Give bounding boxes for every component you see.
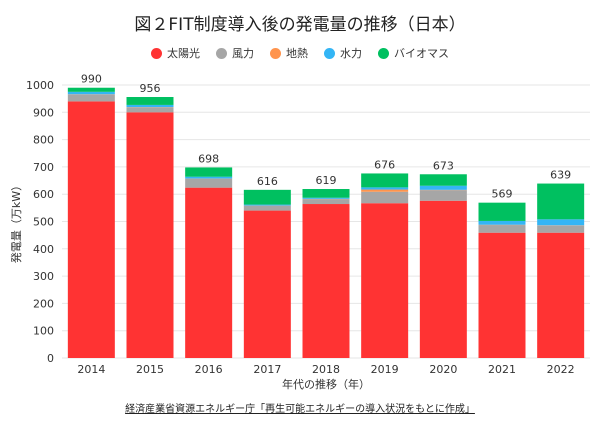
legend-item: 風力: [216, 45, 254, 61]
chart-title: 図２FIT制度導入後の発電量の推移（日本）: [134, 15, 466, 35]
bar-segment: [361, 173, 409, 188]
legend: 太陽光 風力 地熱 水力 バイオマス: [0, 45, 600, 61]
source-note: 経済産業省資源エネルギー庁「再生可能エネルギーの導入状況をもとに作成」: [125, 404, 475, 415]
data-label: 619: [316, 174, 337, 187]
y-tick-label: 300: [33, 270, 54, 283]
data-label: 956: [140, 82, 161, 95]
bar-segment: [419, 174, 467, 186]
bar-segment: [243, 204, 291, 206]
x-tick-label: 2016: [195, 363, 223, 376]
bar-stack: [537, 183, 585, 358]
bar-segment: [537, 183, 585, 220]
data-label: 673: [433, 159, 454, 172]
x-tick-label: 2019: [371, 363, 399, 376]
bar-segment: [537, 232, 585, 358]
y-tick-label: 1000: [26, 79, 54, 92]
data-label: 990: [81, 73, 102, 86]
y-tick-label: 200: [33, 297, 54, 310]
bar-segment: [67, 94, 115, 102]
bar-segment: [302, 189, 350, 198]
x-tick-label: 2018: [312, 363, 340, 376]
legend-label: 地熱: [286, 47, 308, 60]
y-tick-label: 600: [33, 188, 54, 201]
x-tick-label: 2021: [488, 363, 516, 376]
bar-segment: [67, 91, 115, 95]
bar-segment: [302, 197, 350, 199]
bar-segment: [419, 190, 467, 201]
bar-segment: [126, 107, 174, 113]
legend-label: 風力: [232, 47, 254, 60]
legend-marker: [324, 47, 335, 59]
data-label: 569: [492, 188, 513, 201]
bar-segment: [302, 204, 350, 358]
legend-marker: [270, 47, 281, 59]
x-tick-label: 2022: [547, 363, 575, 376]
bar-segment: [185, 187, 233, 358]
bar-segment: [67, 87, 115, 92]
legend-label: バイオマス: [394, 47, 449, 60]
y-tick-label: 900: [33, 106, 54, 119]
bar-stack: [243, 189, 291, 358]
x-axis-title: 年代の推移（年）: [282, 377, 370, 391]
bar-stack: [126, 97, 174, 358]
bar-segment: [537, 225, 585, 233]
bar-segment: [361, 187, 409, 190]
data-label: 616: [257, 175, 278, 188]
legend-item: 水力: [324, 45, 362, 61]
data-label: 698: [198, 152, 219, 165]
data-label: 676: [374, 158, 395, 171]
x-tick-label: 2014: [77, 363, 105, 376]
x-tick-label: 2015: [136, 363, 164, 376]
legend-marker: [151, 47, 162, 59]
bar-segment: [419, 185, 467, 190]
bar-segment: [243, 189, 291, 205]
bar-stack: [419, 174, 467, 358]
y-tick-label: 700: [33, 161, 54, 174]
y-axis-title: 発電量（万kW）: [9, 180, 23, 263]
bar-segment: [478, 202, 526, 221]
bar-segment: [126, 104, 174, 108]
bar-segment: [478, 232, 526, 358]
bar-segment: [126, 97, 174, 105]
data-label: 639: [550, 169, 571, 182]
legend-item: バイオマス: [378, 45, 449, 61]
legend-item: 地熱: [270, 45, 308, 61]
bar-segment: [537, 219, 585, 226]
bar-segment: [67, 101, 115, 358]
bar-stack: [185, 167, 233, 358]
bar-stack: [478, 202, 526, 358]
x-tick-label: 2017: [253, 363, 281, 376]
legend-label: 太陽光: [167, 47, 200, 60]
bar-segment: [185, 167, 233, 177]
bar-segment: [478, 220, 526, 225]
bar-segment: [478, 225, 526, 233]
y-tick-label: 400: [33, 243, 54, 256]
legend-marker: [216, 47, 227, 59]
y-tick-label: 100: [33, 325, 54, 338]
bar-stack: [361, 173, 409, 358]
bar-segment: [361, 203, 409, 358]
y-tick-label: 500: [33, 216, 54, 229]
bar-segment: [243, 205, 291, 211]
bar-segment: [243, 210, 291, 358]
bar-stack: [302, 189, 350, 358]
bar-segment: [361, 191, 409, 204]
bar-segment: [185, 176, 233, 179]
legend-item: 太陽光: [151, 45, 200, 61]
y-tick-label: 800: [33, 134, 54, 147]
bar-segment: [361, 189, 409, 192]
x-tick-label: 2020: [429, 363, 457, 376]
bar-segment: [302, 199, 350, 205]
bar-segment: [126, 112, 174, 358]
bar-stack: [67, 87, 115, 358]
bar-segment: [185, 178, 233, 188]
legend-label: 水力: [340, 47, 362, 60]
y-tick-label: 0: [47, 352, 54, 365]
legend-marker: [378, 47, 389, 59]
bar-segment: [419, 200, 467, 358]
